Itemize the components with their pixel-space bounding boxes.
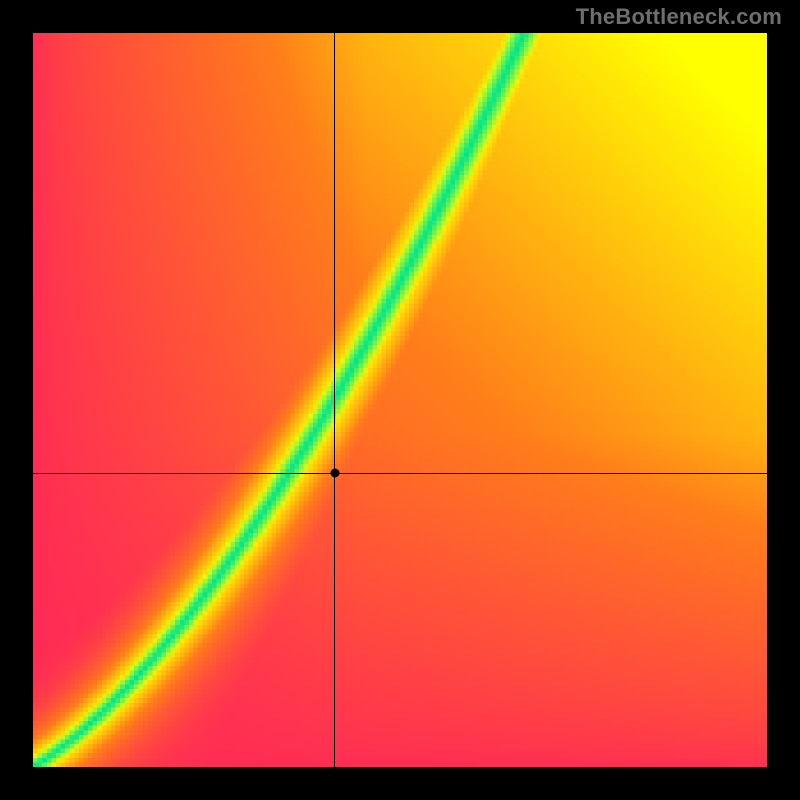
crosshair-vertical xyxy=(334,33,335,767)
heatmap-plot-area xyxy=(33,33,767,767)
chart-container: TheBottleneck.com xyxy=(0,0,800,800)
crosshair-point xyxy=(330,469,339,478)
heatmap-canvas xyxy=(33,33,767,767)
crosshair-horizontal xyxy=(33,473,767,474)
watermark-label: TheBottleneck.com xyxy=(576,4,782,30)
